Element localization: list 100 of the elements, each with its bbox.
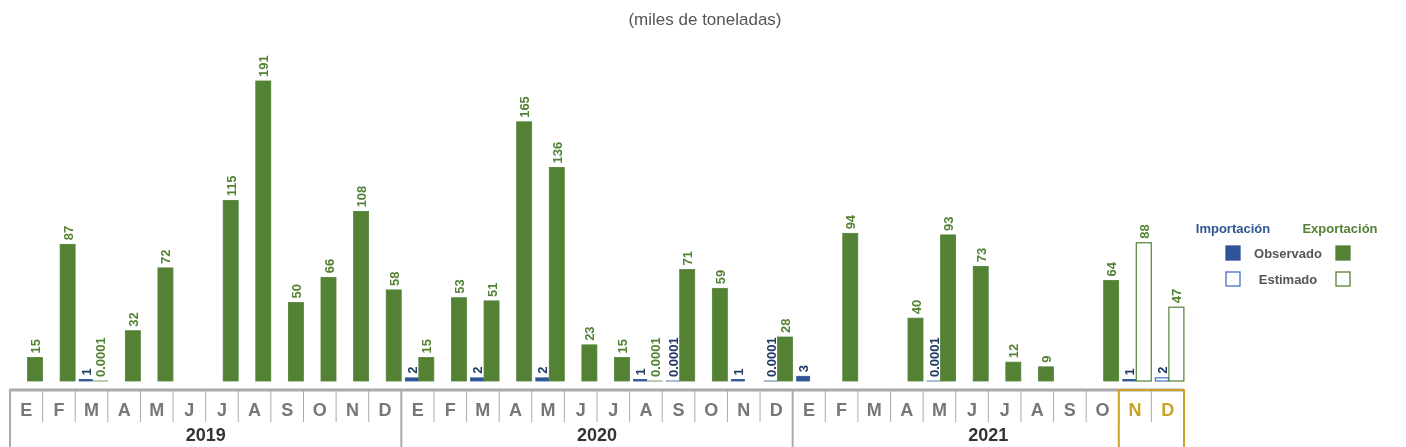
data-label: 93	[941, 216, 957, 231]
x-tick-label: O	[1095, 400, 1110, 420]
data-label: 94	[843, 214, 859, 230]
bar	[842, 232, 859, 382]
bar	[711, 287, 728, 382]
bar	[287, 302, 304, 382]
data-label: 23	[582, 326, 598, 341]
data-label: 9	[1038, 355, 1054, 363]
x-tick-label: N	[1128, 400, 1142, 420]
text: Importación	[1195, 221, 1271, 236]
x-tick-label: J	[967, 400, 978, 420]
data-label: 1	[1122, 368, 1138, 376]
chart-title: (miles de toneladas)	[628, 10, 782, 29]
bar	[972, 265, 989, 382]
x-tick-label: D	[1161, 400, 1175, 420]
data-label: 71	[680, 251, 696, 266]
x-tick-label: F	[444, 400, 456, 420]
data-label: 12	[1006, 343, 1022, 359]
data-label: 66	[321, 258, 337, 274]
bar	[777, 336, 793, 382]
data-label: 2	[1154, 366, 1170, 374]
data-label: 0.0001	[665, 337, 681, 377]
data-label: 2	[404, 366, 420, 374]
x-tick-label: O	[704, 400, 719, 420]
data-label: 0.0001	[926, 337, 942, 377]
bar	[907, 317, 924, 382]
bar	[1103, 280, 1120, 382]
data-label: 191	[256, 55, 272, 77]
x-tick-label: E	[411, 400, 424, 420]
data-label: 0.0001	[93, 337, 109, 377]
bar	[451, 297, 467, 382]
x-tick-label: N	[345, 400, 359, 420]
data-label: 47	[1169, 288, 1185, 304]
x-tick-label: M	[866, 400, 882, 420]
data-label: 115	[223, 175, 239, 197]
bar	[124, 330, 141, 382]
bar	[157, 267, 174, 382]
x-tick-label: N	[737, 400, 751, 420]
x-tick-label: A	[1030, 400, 1044, 420]
data-label: 165	[517, 96, 533, 118]
text: 2020	[576, 425, 618, 445]
bar	[614, 357, 630, 382]
bar	[581, 344, 598, 382]
bar	[940, 234, 957, 382]
bar	[470, 377, 484, 382]
x-tick-label: A	[639, 400, 653, 420]
bar	[516, 121, 533, 382]
x-tick-label: A	[900, 400, 914, 420]
bar	[1038, 366, 1054, 382]
data-label: 1	[730, 368, 746, 376]
data-label: 59	[712, 269, 728, 285]
x-tick-label: J	[216, 400, 227, 420]
bar	[320, 276, 337, 382]
x-tick-label: J	[608, 400, 619, 420]
bar	[679, 269, 696, 382]
x-tick-label: M	[540, 400, 556, 420]
bar	[483, 300, 500, 382]
x-tick-label: M	[84, 400, 100, 420]
data-label: 1	[78, 368, 94, 376]
data-label: 15	[28, 338, 43, 354]
x-tick-label: S	[281, 400, 294, 420]
data-label: 32	[125, 312, 141, 327]
x-tick-label: A	[508, 400, 522, 420]
x-tick-label: D	[378, 400, 392, 420]
data-label: 2	[470, 366, 486, 374]
data-label: 72	[158, 249, 174, 264]
data-label: 28	[778, 318, 794, 334]
data-label: 15	[615, 338, 630, 354]
x-tick-label: M	[149, 400, 165, 420]
data-label: 51	[484, 282, 500, 297]
data-label: 58	[386, 271, 402, 286]
x-tick-label: M	[931, 400, 947, 420]
data-label: 0.0001	[647, 337, 663, 377]
data-label: 0.0001	[763, 337, 779, 377]
x-tick-label: J	[999, 400, 1010, 420]
x-tick-label: O	[312, 400, 327, 420]
x-tick-label: E	[802, 400, 815, 420]
data-label: 3	[796, 365, 812, 373]
data-label: 64	[1104, 261, 1120, 277]
x-tick-label: S	[1063, 400, 1076, 420]
x-tick-label: D	[769, 400, 783, 420]
bar	[548, 166, 565, 382]
bar	[255, 80, 272, 382]
data-label: 88	[1136, 224, 1152, 239]
data-label: 15	[419, 338, 435, 354]
bar	[385, 289, 402, 382]
data-label: 40	[908, 299, 924, 315]
x-tick-label: J	[575, 400, 586, 420]
x-tick-label: E	[20, 400, 33, 420]
text: 2021	[968, 425, 1009, 445]
data-label: 136	[549, 141, 565, 164]
data-label: 87	[60, 225, 76, 241]
text: Exportación	[1302, 221, 1378, 236]
x-tick-label: S	[672, 400, 685, 420]
x-tick-label: F	[836, 400, 848, 420]
data-label: 2	[535, 366, 551, 374]
bar	[1135, 242, 1152, 382]
x-tick-label: A	[117, 400, 131, 420]
x-tick-label: F	[53, 400, 65, 420]
text: 2019	[185, 425, 226, 445]
